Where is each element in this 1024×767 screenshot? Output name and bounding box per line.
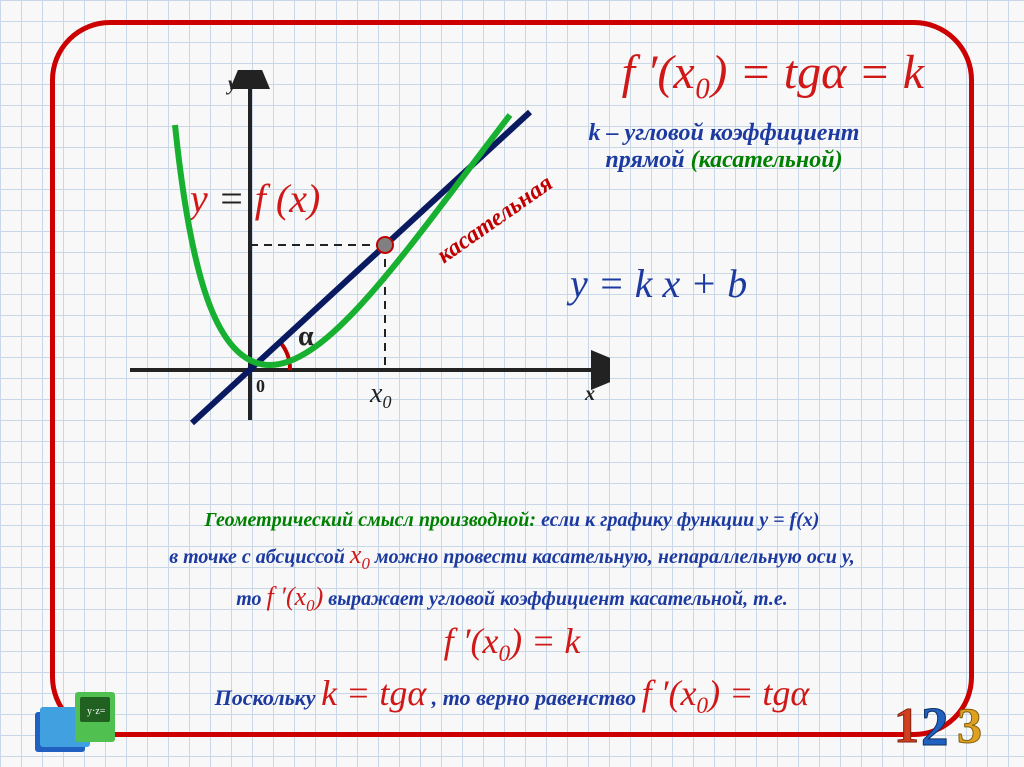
- svg-text:3: 3: [957, 697, 982, 753]
- formula-text: f ′(x₀) = tgα = k: [622, 46, 924, 99]
- y-axis-label: у: [226, 73, 237, 95]
- bottom-formulas: f ′(x0) = k Поскольку k = tgα , то верно…: [90, 620, 934, 720]
- chart-area: у х 0 х0 α: [130, 70, 610, 430]
- chart-svg: у х 0 х0 α: [130, 70, 610, 430]
- bottom-f2: k = tgα: [321, 673, 426, 713]
- tangent-point: [377, 237, 393, 253]
- svg-text:2: 2: [921, 696, 949, 757]
- books-icon: y·z=: [30, 677, 120, 757]
- exp-p1a: Геометрический смысл производной:: [205, 509, 537, 531]
- origin-label: 0: [256, 376, 265, 396]
- explanation-text: Геометрический смысл производной: если к…: [70, 505, 954, 618]
- exp-p2a: в точке с абсциссой: [169, 546, 350, 568]
- numbers-icon: 1 2 3: [889, 687, 999, 757]
- x0-label: х0: [369, 378, 391, 412]
- alpha-label: α: [298, 321, 314, 352]
- bottom-f3: f ′(x0) = tgα: [642, 673, 810, 713]
- subtitle-t3: (касательной): [691, 147, 843, 173]
- bottom-w2: , то верно равенство: [432, 685, 642, 710]
- x-axis-label: х: [584, 383, 595, 405]
- exp-p1b: если к графику функции у = f(x): [536, 509, 819, 531]
- svg-text:y·z=: y·z=: [87, 706, 106, 717]
- bottom-w1: Поскольку: [215, 685, 321, 710]
- bottom-f1: f ′(x0) = k: [444, 621, 581, 661]
- curve: [175, 115, 510, 365]
- exp-p3a: то: [236, 588, 266, 610]
- subtitle-t2: прямой: [605, 147, 690, 173]
- exp-p2c: можно провести касательную, непараллельн…: [370, 546, 855, 568]
- exp-p3c: выражает угловой коэффициент касательной…: [323, 588, 787, 610]
- exp-p2b: x0: [350, 540, 370, 569]
- subtitle-t1: угловой коэффициент: [625, 120, 860, 146]
- main-formula: f ′(x₀) = tgα = k: [622, 45, 924, 100]
- svg-text:1: 1: [894, 697, 919, 753]
- exp-p3b: f ′(x0): [267, 582, 324, 611]
